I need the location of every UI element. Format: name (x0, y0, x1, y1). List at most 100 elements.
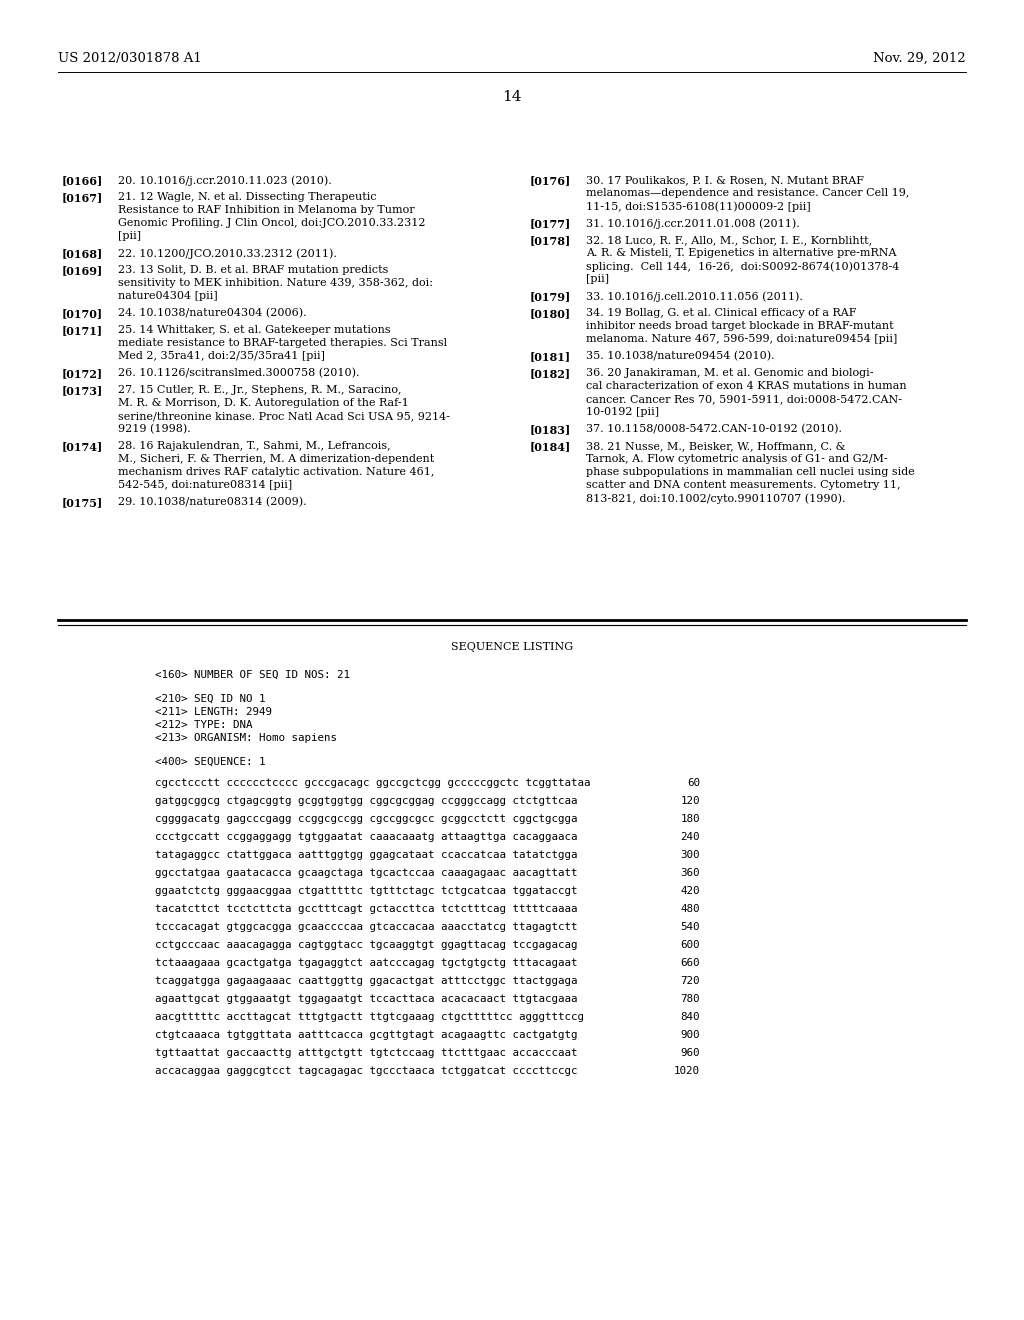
Text: scatter and DNA content measurements. Cytometry 11,: scatter and DNA content measurements. Cy… (586, 480, 900, 490)
Text: 34. 19 Bollag, G. et al. Clinical efficacy of a RAF: 34. 19 Bollag, G. et al. Clinical effica… (586, 308, 856, 318)
Text: tctaaagaaa gcactgatga tgagaggtct aatcccagag tgctgtgctg tttacagaat: tctaaagaaa gcactgatga tgagaggtct aatccca… (155, 958, 578, 968)
Text: [0174]: [0174] (62, 441, 103, 451)
Text: agaattgcat gtggaaatgt tggagaatgt tccacttaca acacacaact ttgtacgaaa: agaattgcat gtggaaatgt tggagaatgt tccactt… (155, 994, 578, 1005)
Text: 360: 360 (681, 869, 700, 878)
Text: SEQUENCE LISTING: SEQUENCE LISTING (451, 642, 573, 652)
Text: 480: 480 (681, 904, 700, 913)
Text: nature04304 [pii]: nature04304 [pii] (118, 290, 218, 301)
Text: Nov. 29, 2012: Nov. 29, 2012 (873, 51, 966, 65)
Text: ctgtcaaaca tgtggttata aatttcacca gcgttgtagt acagaagttc cactgatgtg: ctgtcaaaca tgtggttata aatttcacca gcgttgt… (155, 1030, 578, 1040)
Text: cgcctccctt cccccctcccc gcccgacagc ggccgctcgg gcccccggctc tcggttataa: cgcctccctt cccccctcccc gcccgacagc ggccgc… (155, 777, 591, 788)
Text: Tarnok, A. Flow cytometric analysis of G1- and G2/M-: Tarnok, A. Flow cytometric analysis of G… (586, 454, 888, 465)
Text: 542-545, doi:nature08314 [pii]: 542-545, doi:nature08314 [pii] (118, 480, 292, 490)
Text: [0171]: [0171] (62, 325, 103, 337)
Text: <160> NUMBER OF SEQ ID NOS: 21: <160> NUMBER OF SEQ ID NOS: 21 (155, 671, 350, 680)
Text: 1020: 1020 (674, 1067, 700, 1076)
Text: 38. 21 Nusse, M., Beisker, W., Hoffmann, C. &: 38. 21 Nusse, M., Beisker, W., Hoffmann,… (586, 441, 846, 451)
Text: 11-15, doi:S1535-6108(11)00009-2 [pii]: 11-15, doi:S1535-6108(11)00009-2 [pii] (586, 201, 811, 211)
Text: [0173]: [0173] (62, 385, 103, 396)
Text: serine/threonine kinase. Proc Natl Acad Sci USA 95, 9214-: serine/threonine kinase. Proc Natl Acad … (118, 411, 450, 421)
Text: [0166]: [0166] (62, 176, 103, 186)
Text: [0169]: [0169] (62, 265, 103, 276)
Text: 21. 12 Wagle, N. et al. Dissecting Therapeutic: 21. 12 Wagle, N. et al. Dissecting Thera… (118, 191, 377, 202)
Text: sensitivity to MEK inhibition. Nature 439, 358-362, doi:: sensitivity to MEK inhibition. Nature 43… (118, 279, 433, 288)
Text: [0167]: [0167] (62, 191, 103, 203)
Text: 22. 10.1200/JCO.2010.33.2312 (2011).: 22. 10.1200/JCO.2010.33.2312 (2011). (118, 248, 337, 259)
Text: 20. 10.1016/j.ccr.2010.11.023 (2010).: 20. 10.1016/j.ccr.2010.11.023 (2010). (118, 176, 332, 186)
Text: tcaggatgga gagaagaaac caattggttg ggacactgat atttcctggc ttactggaga: tcaggatgga gagaagaaac caattggttg ggacact… (155, 975, 578, 986)
Text: 37. 10.1158/0008-5472.CAN-10-0192 (2010).: 37. 10.1158/0008-5472.CAN-10-0192 (2010)… (586, 424, 842, 434)
Text: 420: 420 (681, 886, 700, 896)
Text: US 2012/0301878 A1: US 2012/0301878 A1 (58, 51, 202, 65)
Text: 27. 15 Cutler, R. E., Jr., Stephens, R. M., Saracino,: 27. 15 Cutler, R. E., Jr., Stephens, R. … (118, 385, 401, 395)
Text: [0170]: [0170] (62, 308, 103, 319)
Text: 960: 960 (681, 1048, 700, 1059)
Text: [0175]: [0175] (62, 498, 103, 508)
Text: 900: 900 (681, 1030, 700, 1040)
Text: 813-821, doi:10.1002/cyto.990110707 (1990).: 813-821, doi:10.1002/cyto.990110707 (199… (586, 492, 846, 503)
Text: ggcctatgaa gaatacacca gcaagctaga tgcactccaa caaagagaac aacagttatt: ggcctatgaa gaatacacca gcaagctaga tgcactc… (155, 869, 578, 878)
Text: 24. 10.1038/nature04304 (2006).: 24. 10.1038/nature04304 (2006). (118, 308, 306, 318)
Text: ccctgccatt ccggaggagg tgtggaatat caaacaaatg attaagttga cacaggaaca: ccctgccatt ccggaggagg tgtggaatat caaacaa… (155, 832, 578, 842)
Text: 35. 10.1038/nature09454 (2010).: 35. 10.1038/nature09454 (2010). (586, 351, 774, 362)
Text: [pii]: [pii] (118, 231, 141, 242)
Text: cal characterization of exon 4 KRAS mutations in human: cal characterization of exon 4 KRAS muta… (586, 381, 906, 391)
Text: mechanism drives RAF catalytic activation. Nature 461,: mechanism drives RAF catalytic activatio… (118, 467, 434, 477)
Text: 14: 14 (502, 90, 522, 104)
Text: 540: 540 (681, 921, 700, 932)
Text: [0182]: [0182] (530, 368, 571, 379)
Text: tcccacagat gtggcacgga gcaaccccaa gtcaccacaa aaacctatcg ttagagtctt: tcccacagat gtggcacgga gcaaccccaa gtcacca… (155, 921, 578, 932)
Text: 9219 (1998).: 9219 (1998). (118, 424, 190, 434)
Text: tatagaggcc ctattggaca aatttggtgg ggagcataat ccaccatcaa tatatctgga: tatagaggcc ctattggaca aatttggtgg ggagcat… (155, 850, 578, 861)
Text: Med 2, 35ra41, doi:2/35/35ra41 [pii]: Med 2, 35ra41, doi:2/35/35ra41 [pii] (118, 351, 325, 360)
Text: melanomas—dependence and resistance. Cancer Cell 19,: melanomas—dependence and resistance. Can… (586, 187, 909, 198)
Text: M., Sicheri, F. & Therrien, M. A dimerization-dependent: M., Sicheri, F. & Therrien, M. A dimeriz… (118, 454, 434, 465)
Text: 32. 18 Luco, R. F., Allo, M., Schor, I. E., Kornblihtt,: 32. 18 Luco, R. F., Allo, M., Schor, I. … (586, 235, 872, 246)
Text: tacatcttct tcctcttcta gcctttcagt gctaccttca tctctttcag tttttcaaaa: tacatcttct tcctcttcta gcctttcagt gctacct… (155, 904, 578, 913)
Text: M. R. & Morrison, D. K. Autoregulation of the Raf-1: M. R. & Morrison, D. K. Autoregulation o… (118, 399, 409, 408)
Text: <213> ORGANISM: Homo sapiens: <213> ORGANISM: Homo sapiens (155, 733, 337, 743)
Text: 30. 17 Poulikakos, P. I. & Rosen, N. Mutant BRAF: 30. 17 Poulikakos, P. I. & Rosen, N. Mut… (586, 176, 864, 185)
Text: [0179]: [0179] (530, 290, 571, 302)
Text: [0178]: [0178] (530, 235, 571, 246)
Text: <210> SEQ ID NO 1: <210> SEQ ID NO 1 (155, 694, 265, 704)
Text: 720: 720 (681, 975, 700, 986)
Text: Resistance to RAF Inhibition in Melanoma by Tumor: Resistance to RAF Inhibition in Melanoma… (118, 205, 415, 215)
Text: 240: 240 (681, 832, 700, 842)
Text: [0183]: [0183] (530, 424, 571, 436)
Text: [0181]: [0181] (530, 351, 571, 362)
Text: 300: 300 (681, 850, 700, 861)
Text: 120: 120 (681, 796, 700, 807)
Text: cggggacatg gagcccgagg ccggcgccgg cgccggcgcc gcggcctctt cggctgcgga: cggggacatg gagcccgagg ccggcgccgg cgccggc… (155, 814, 578, 824)
Text: <400> SEQUENCE: 1: <400> SEQUENCE: 1 (155, 756, 265, 767)
Text: [0177]: [0177] (530, 218, 571, 228)
Text: 660: 660 (681, 958, 700, 968)
Text: [0184]: [0184] (530, 441, 571, 451)
Text: [0180]: [0180] (530, 308, 571, 319)
Text: 780: 780 (681, 994, 700, 1005)
Text: 600: 600 (681, 940, 700, 950)
Text: [0176]: [0176] (530, 176, 571, 186)
Text: 23. 13 Solit, D. B. et al. BRAF mutation predicts: 23. 13 Solit, D. B. et al. BRAF mutation… (118, 265, 388, 275)
Text: [0172]: [0172] (62, 368, 103, 379)
Text: 26. 10.1126/scitranslmed.3000758 (2010).: 26. 10.1126/scitranslmed.3000758 (2010). (118, 368, 359, 379)
Text: cctgcccaac aaacagagga cagtggtacc tgcaaggtgt ggagttacag tccgagacag: cctgcccaac aaacagagga cagtggtacc tgcaagg… (155, 940, 578, 950)
Text: 840: 840 (681, 1012, 700, 1022)
Text: cancer. Cancer Res 70, 5901-5911, doi:0008-5472.CAN-: cancer. Cancer Res 70, 5901-5911, doi:00… (586, 393, 902, 404)
Text: 31. 10.1016/j.ccr.2011.01.008 (2011).: 31. 10.1016/j.ccr.2011.01.008 (2011). (586, 218, 800, 228)
Text: <211> LENGTH: 2949: <211> LENGTH: 2949 (155, 708, 272, 717)
Text: 25. 14 Whittaker, S. et al. Gatekeeper mutations: 25. 14 Whittaker, S. et al. Gatekeeper m… (118, 325, 390, 335)
Text: 29. 10.1038/nature08314 (2009).: 29. 10.1038/nature08314 (2009). (118, 498, 306, 507)
Text: A. R. & Misteli, T. Epigenetics in alternative pre-mRNA: A. R. & Misteli, T. Epigenetics in alter… (586, 248, 896, 257)
Text: mediate resistance to BRAF-targeted therapies. Sci Transl: mediate resistance to BRAF-targeted ther… (118, 338, 447, 348)
Text: Genomic Profiling. J Clin Oncol, doi:JCO.2010.33.2312: Genomic Profiling. J Clin Oncol, doi:JCO… (118, 218, 426, 228)
Text: [0168]: [0168] (62, 248, 103, 259)
Text: aacgtttttc accttagcat tttgtgactt ttgtcgaaag ctgctttttcc agggtttccg: aacgtttttc accttagcat tttgtgactt ttgtcga… (155, 1012, 584, 1022)
Text: inhibitor needs broad target blockade in BRAF-mutant: inhibitor needs broad target blockade in… (586, 321, 894, 331)
Text: 10-0192 [pii]: 10-0192 [pii] (586, 407, 659, 417)
Text: melanoma. Nature 467, 596-599, doi:nature09454 [pii]: melanoma. Nature 467, 596-599, doi:natur… (586, 334, 897, 345)
Text: phase subpopulations in mammalian cell nuclei using side: phase subpopulations in mammalian cell n… (586, 467, 914, 477)
Text: accacaggaa gaggcgtcct tagcagagac tgccctaaca tctggatcat ccccttccgc: accacaggaa gaggcgtcct tagcagagac tgcccta… (155, 1067, 578, 1076)
Text: 33. 10.1016/j.cell.2010.11.056 (2011).: 33. 10.1016/j.cell.2010.11.056 (2011). (586, 290, 803, 301)
Text: <212> TYPE: DNA: <212> TYPE: DNA (155, 719, 253, 730)
